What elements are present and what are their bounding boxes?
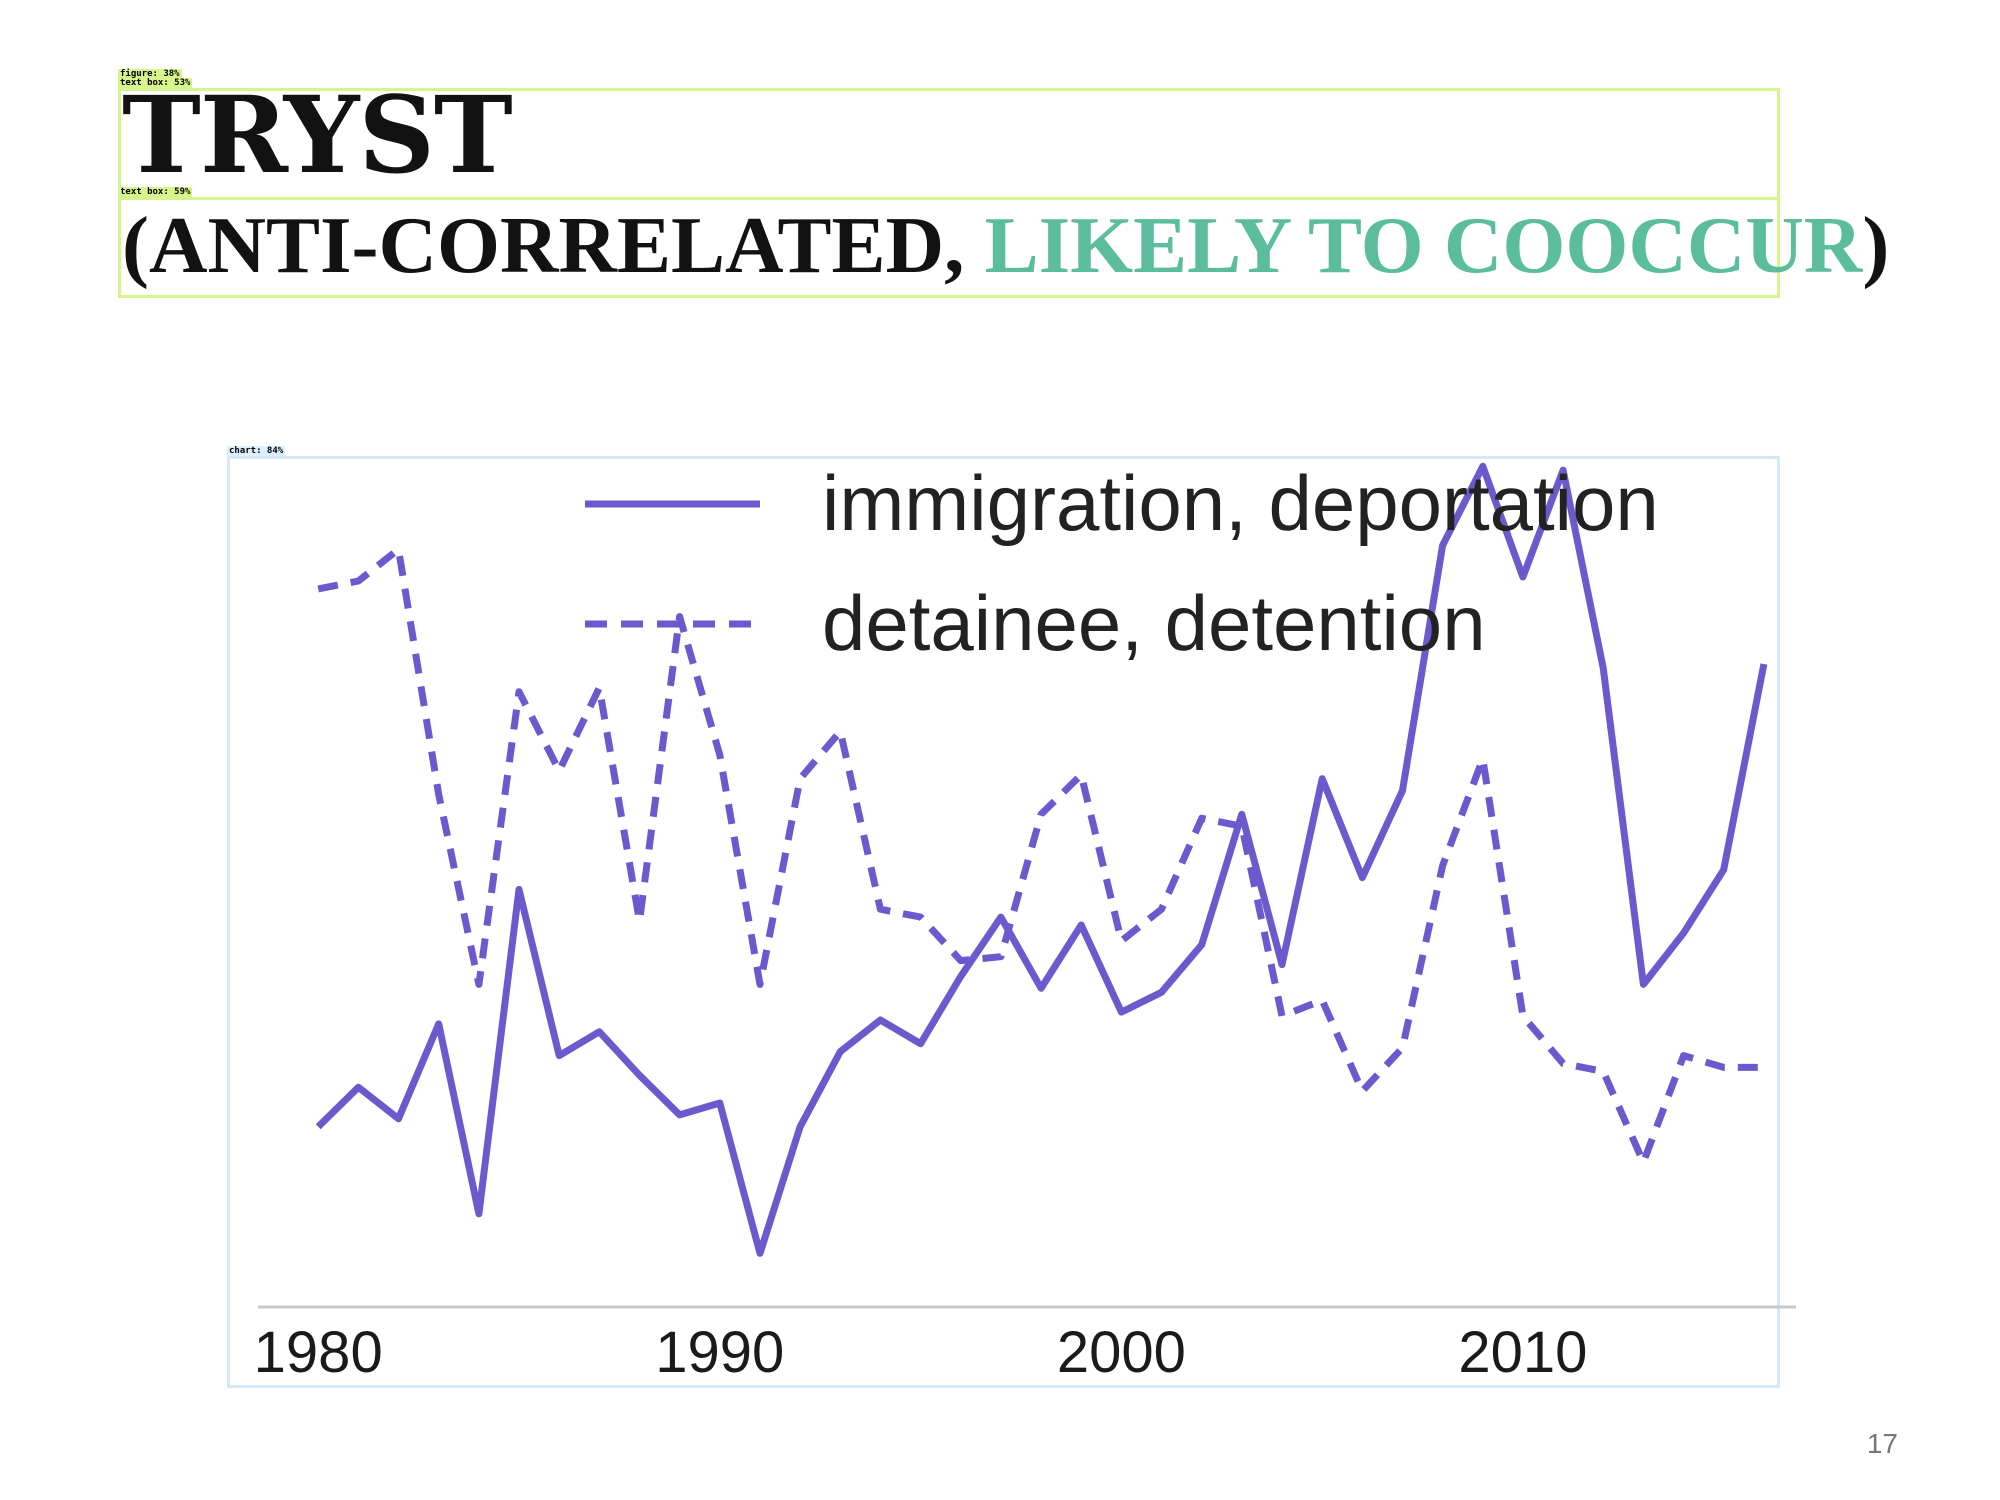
figure-detection-label: figure: 38% [118, 69, 182, 79]
x-tick-label: 2000 [1057, 1320, 1186, 1385]
textbox-detection-label-1: text box: 53% [118, 78, 193, 88]
series-line-2 [317, 545, 1764, 1166]
subtitle-close: ) [1862, 200, 1890, 290]
subtitle-open: (ANTI-CORRELATED, [122, 200, 985, 290]
chart-detection-box [227, 456, 1780, 1388]
chart-detection-label: chart: 84% [227, 446, 286, 456]
slide-subtitle: (ANTI-CORRELATED, LIKELY TO COOCCUR) [122, 205, 1889, 286]
legend-label-2: detainee, detention [822, 579, 1486, 667]
textbox-detection-label-2: text box: 59% [118, 187, 193, 197]
x-tick-label: 1990 [655, 1320, 784, 1385]
x-tick-label: 1980 [254, 1320, 383, 1385]
slide-title: TRYST [122, 72, 513, 197]
legend-label-1: immigration, deportation [822, 459, 1659, 547]
series-line-1 [315, 462, 1768, 1257]
series-layer [315, 462, 1768, 1257]
textbox-detection-box [118, 197, 1780, 298]
x-ticks-layer: 1980 1990 2000 2010 [254, 1320, 1588, 1385]
page-number: 17 [1866, 1428, 1898, 1459]
chart-legend: immigration, deportation detainee, detent… [585, 459, 1659, 667]
subtitle-accent: LIKELY TO COOCCUR [984, 200, 1863, 290]
x-tick-label: 2010 [1458, 1320, 1587, 1385]
